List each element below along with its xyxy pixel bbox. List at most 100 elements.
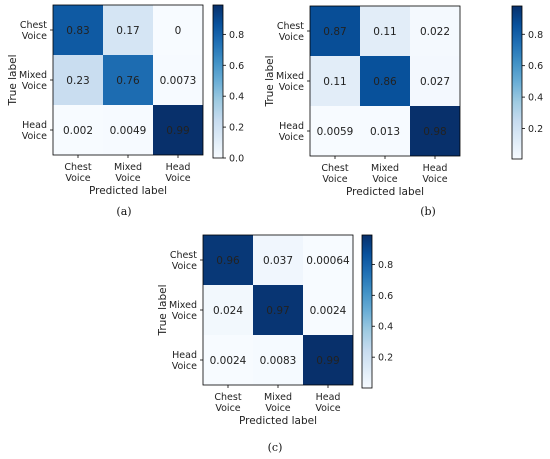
colorbar-tick-label: 0.6 bbox=[229, 61, 244, 72]
panel-caption: (a) bbox=[116, 205, 131, 218]
x-tick-label: Chest Voice bbox=[321, 163, 348, 185]
y-tick-label: Mixed Voice bbox=[169, 300, 197, 322]
y-tick-label: Head Voice bbox=[22, 120, 47, 142]
x-tick-label: Mixed Voice bbox=[371, 163, 399, 185]
y-tick-label-line: Mixed bbox=[276, 71, 304, 82]
confusion-matrix-panel: 0.83 0.17 0 0.23 0.76 0.0073 0.002 0.0049 0.99 Ch… bbox=[7, 4, 244, 218]
y-tick-label-line: Voice bbox=[279, 32, 304, 43]
cell-value-label: 0.0049 bbox=[110, 125, 147, 137]
matrix-cell bbox=[153, 105, 203, 155]
y-tick-label-line: Voice bbox=[172, 261, 197, 272]
x-tick-label-line: Chest bbox=[321, 163, 348, 174]
x-axis-label: Predicted label bbox=[89, 185, 167, 197]
x-tick-label-line: Mixed bbox=[264, 392, 292, 403]
matrix-cell bbox=[310, 56, 360, 106]
x-tick-label-line: Voice bbox=[422, 174, 447, 185]
matrix-cell bbox=[253, 285, 303, 335]
matrix-cell bbox=[253, 235, 303, 285]
x-tick-label-line: Voice bbox=[322, 174, 347, 185]
colorbar-tick-label: 0.2 bbox=[528, 124, 543, 135]
y-tick-label-line: Head bbox=[172, 350, 197, 361]
matrix-cell bbox=[153, 55, 203, 105]
cell-value-label: 0.00064 bbox=[306, 255, 350, 267]
colorbar-tick-label: 0.6 bbox=[528, 61, 543, 72]
x-tick-label-line: Head bbox=[316, 392, 341, 403]
cell-value-label: 0.86 bbox=[373, 76, 397, 88]
x-tick-label-line: Chest bbox=[64, 162, 91, 173]
matrix-cell bbox=[410, 56, 460, 106]
colorbar-tick-label: 0.8 bbox=[528, 30, 543, 41]
x-axis-label: Predicted label bbox=[239, 415, 317, 427]
y-tick-label: Mixed Voice bbox=[276, 71, 304, 93]
cell-value-label: 0.99 bbox=[166, 125, 189, 137]
colorbar bbox=[212, 4, 224, 159]
x-tick-label-line: Voice bbox=[165, 173, 190, 184]
cell-value-label: 0.0059 bbox=[317, 126, 354, 138]
cell-value-label: 0.17 bbox=[116, 25, 139, 37]
x-tick-label: Mixed Voice bbox=[264, 392, 292, 414]
matrix-cell bbox=[153, 5, 203, 55]
matrix-cell bbox=[203, 335, 253, 385]
x-tick-label: Head Voice bbox=[165, 162, 190, 184]
cell-value-label: 0.96 bbox=[216, 255, 240, 267]
y-tick-label: Chest Voice bbox=[170, 250, 197, 272]
y-tick-label-line: Chest bbox=[20, 20, 47, 31]
cell-value-label: 0.0024 bbox=[210, 355, 247, 367]
colorbar-tick-label: 0.0 bbox=[229, 154, 244, 165]
y-tick-label-line: Voice bbox=[172, 361, 197, 372]
colorbar-tick-label: 0.4 bbox=[378, 322, 393, 333]
y-tick-label-line: Head bbox=[279, 121, 304, 132]
x-tick-label: Chest Voice bbox=[64, 162, 91, 184]
cell-value-label: 0.0083 bbox=[260, 355, 297, 367]
matrix-cell bbox=[303, 285, 353, 335]
matrix-cell bbox=[53, 55, 103, 105]
cell-value-label: 0.022 bbox=[420, 26, 450, 38]
matrix-cell bbox=[103, 105, 153, 155]
y-tick-label-line: Voice bbox=[22, 31, 47, 42]
matrix-cell bbox=[310, 6, 360, 56]
y-tick-label: Chest Voice bbox=[277, 21, 304, 43]
y-tick-label-line: Voice bbox=[172, 311, 197, 322]
confusion-matrix-panel: 0.87 0.11 0.022 0.11 0.86 0.027 0.0059 0.013 0.9… bbox=[264, 5, 543, 218]
y-tick-label-line: Voice bbox=[22, 81, 47, 92]
x-tick-label: Chest Voice bbox=[214, 392, 241, 414]
y-tick-label-line: Mixed bbox=[169, 300, 197, 311]
y-tick-label-line: Chest bbox=[170, 250, 197, 261]
x-tick-label-line: Voice bbox=[115, 173, 140, 184]
cell-value-label: 0.23 bbox=[66, 75, 89, 87]
x-tick-label-line: Head bbox=[423, 163, 448, 174]
x-tick-label-line: Mixed bbox=[371, 163, 399, 174]
matrix-cell bbox=[103, 5, 153, 55]
cell-value-label: 0.0073 bbox=[160, 75, 197, 87]
cell-value-label: 0.11 bbox=[373, 26, 396, 38]
cell-value-label: 0.024 bbox=[213, 305, 243, 317]
x-tick-label: Head Voice bbox=[315, 392, 340, 414]
y-axis-label: True label bbox=[157, 284, 169, 336]
x-tick-label-line: Voice bbox=[215, 403, 240, 414]
cell-value-label: 0.87 bbox=[323, 26, 346, 38]
y-tick-label-line: Head bbox=[22, 120, 47, 131]
panel-caption: (b) bbox=[420, 205, 436, 218]
colorbar-tick-label: 0.2 bbox=[229, 123, 244, 134]
y-tick-label: Chest Voice bbox=[20, 20, 47, 42]
matrix-cell bbox=[410, 106, 460, 156]
cell-value-label: 0 bbox=[175, 25, 182, 37]
y-tick-label-line: Voice bbox=[279, 132, 304, 143]
panel-caption: (c) bbox=[268, 441, 283, 454]
y-axis-label: True label bbox=[7, 54, 19, 106]
x-tick-label-line: Voice bbox=[265, 403, 290, 414]
x-tick-label: Head Voice bbox=[422, 163, 447, 185]
confusion-matrix-panel: 0.96 0.037 0.00064 0.024 0.97 0.0024 0.0024 0.0… bbox=[157, 234, 393, 454]
matrix-cell bbox=[103, 55, 153, 105]
colorbar bbox=[361, 234, 373, 389]
cell-value-label: 0.97 bbox=[266, 305, 289, 317]
matrix-cell bbox=[360, 106, 410, 156]
x-tick-label-line: Mixed bbox=[114, 162, 142, 173]
x-tick-label: Mixed Voice bbox=[114, 162, 142, 184]
matrix-cell bbox=[360, 6, 410, 56]
matrix-cell bbox=[53, 105, 103, 155]
colorbar-tick-label: 0.2 bbox=[378, 353, 393, 364]
cell-value-label: 0.76 bbox=[116, 75, 140, 87]
y-tick-label: Head Voice bbox=[172, 350, 197, 372]
